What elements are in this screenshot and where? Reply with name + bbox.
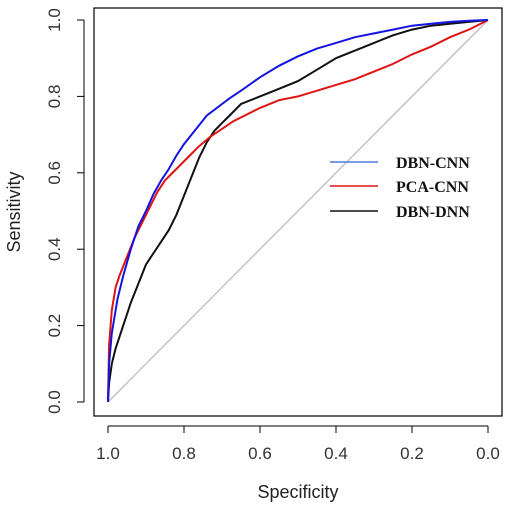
x-tick-label: 0.6 [248, 444, 272, 463]
y-tick-label: 0.2 [45, 314, 64, 338]
x-tick-label: 0.0 [476, 444, 500, 463]
legend-label-dbn-dnn: DBN-DNN [396, 204, 470, 221]
y-tick-label: 0.4 [45, 237, 64, 261]
y-tick-label: 0.0 [45, 390, 64, 414]
x-tick-label: 0.4 [324, 444, 348, 463]
x-axis-title: Specificity [257, 482, 338, 502]
y-axis-title: Sensitivity [4, 171, 24, 252]
plot-frame [93, 7, 503, 417]
roc-line-dbn-cnn [107, 19, 489, 403]
x-tick-label: 0.8 [172, 444, 196, 463]
y-axis: 0.0 0.2 0.4 0.6 0.8 1.0 Sensitivity [4, 8, 85, 414]
x-tick-label: 0.2 [400, 444, 424, 463]
y-tick-label: 0.8 [45, 85, 64, 109]
roc-line-dbn-dnn [107, 19, 489, 403]
y-tick-label: 0.6 [45, 161, 64, 185]
legend-label-dbn-cnn: DBN-CNN [396, 155, 470, 172]
x-tick-label: 1.0 [96, 444, 120, 463]
legend: DBN-CNN PCA-CNN DBN-DNN [330, 155, 470, 221]
legend-label-pca-cnn: PCA-CNN [396, 179, 469, 196]
x-axis: 1.0 0.8 0.6 0.4 0.2 0.0 Specificity [96, 425, 500, 502]
roc-line-pca-cnn [107, 19, 489, 403]
y-tick-label: 1.0 [45, 8, 64, 32]
series-lines [107, 19, 489, 403]
diagonal-reference-line [107, 19, 489, 403]
